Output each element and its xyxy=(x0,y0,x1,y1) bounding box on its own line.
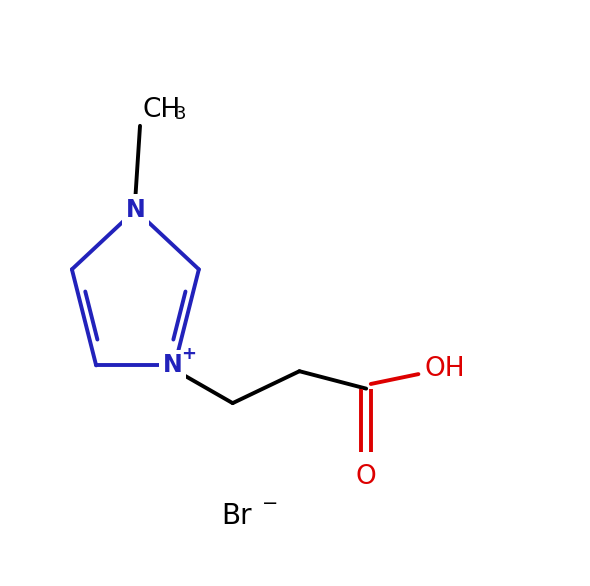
Text: CH: CH xyxy=(143,97,181,122)
Text: O: O xyxy=(356,464,376,490)
Text: −: − xyxy=(263,494,279,513)
Text: +: + xyxy=(181,345,196,363)
Text: 3: 3 xyxy=(175,105,186,123)
Text: N: N xyxy=(162,353,182,377)
Text: Br: Br xyxy=(222,502,253,530)
Text: N: N xyxy=(126,198,145,222)
Text: OH: OH xyxy=(424,356,465,383)
